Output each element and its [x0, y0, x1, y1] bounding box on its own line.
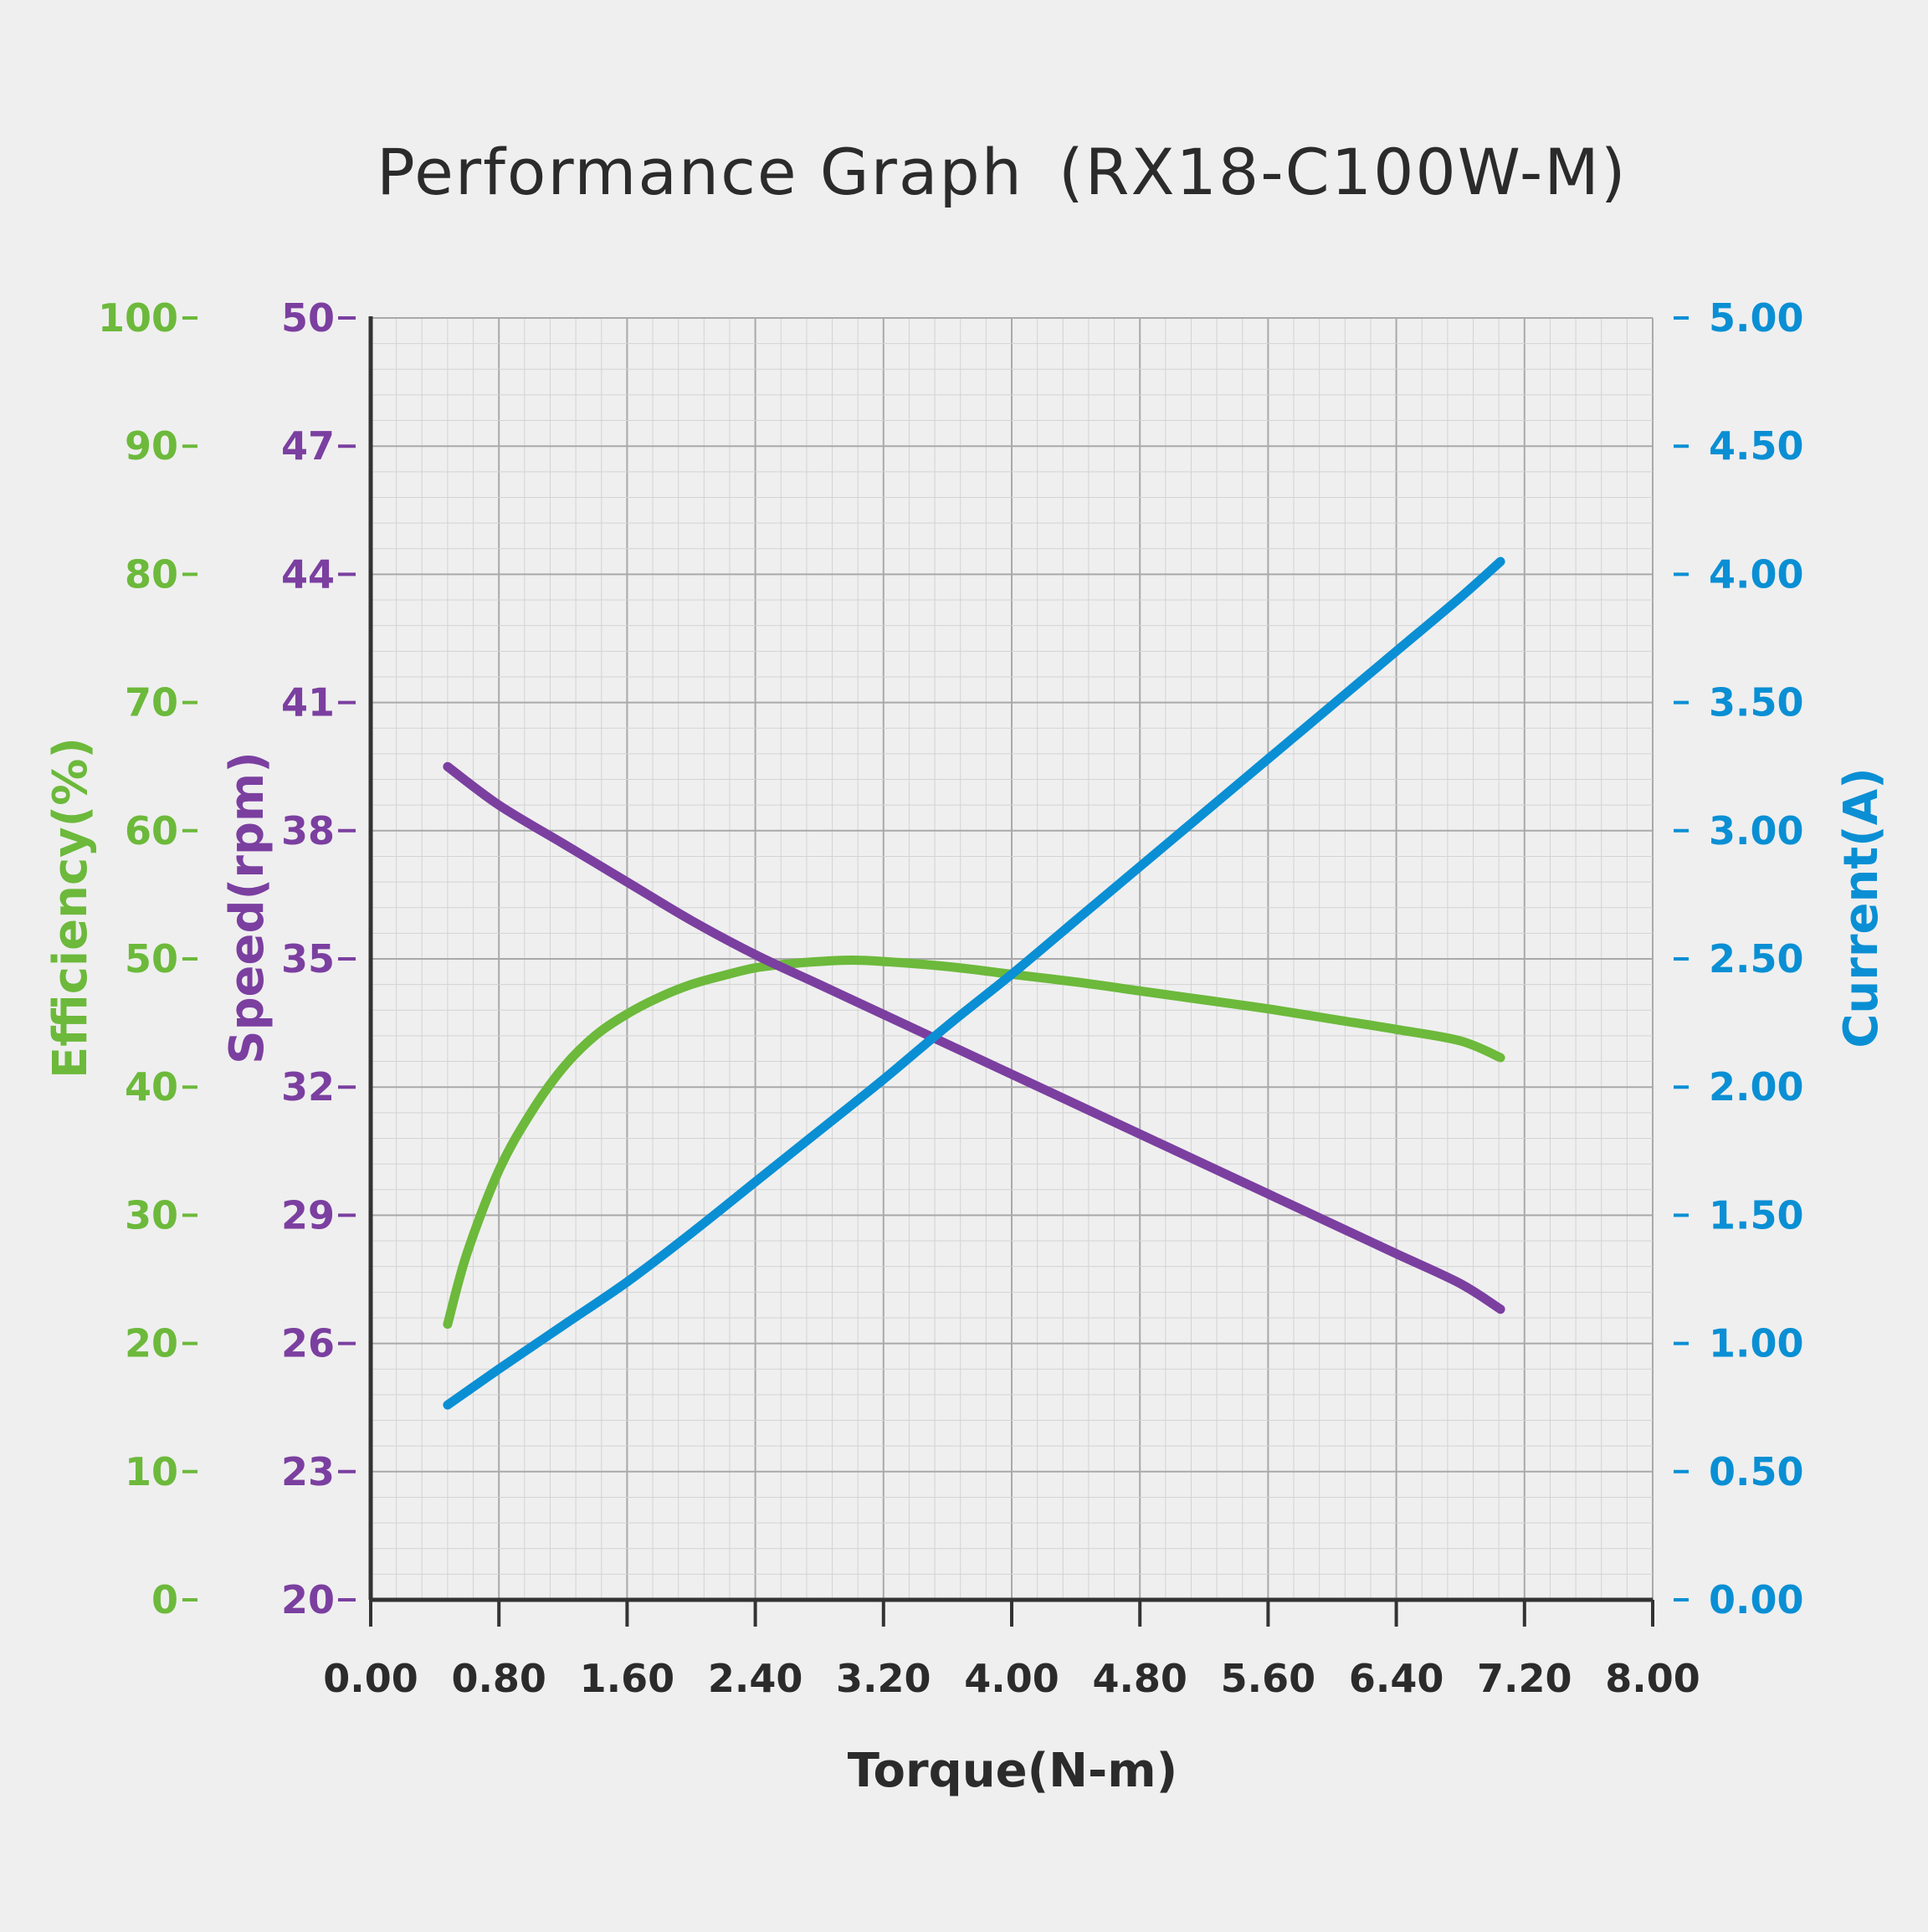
speed-tick-label: 26 [281, 1321, 335, 1366]
current-tick-label: 1.00 [1709, 1321, 1804, 1366]
efficiency-tick-label: 100 [98, 295, 178, 341]
speed-tick-label: 35 [281, 936, 335, 981]
x-tick-label: 6.40 [1349, 1656, 1444, 1701]
speed-tick-label: 20 [281, 1577, 335, 1622]
x-tick-label: 1.60 [580, 1656, 675, 1701]
speed-tick-label: 38 [281, 808, 335, 853]
series [443, 556, 1505, 1410]
chart-title: Performance Graph [377, 135, 1023, 209]
efficiency-tick-label: 30 [125, 1192, 178, 1238]
speed-tick-label: 50 [281, 295, 335, 341]
efficiency-tick-label: 80 [125, 551, 178, 597]
x-tick-label: 5.60 [1221, 1656, 1316, 1701]
current-tick-label: 0.00 [1709, 1577, 1804, 1622]
x-tick-label: 3.20 [836, 1656, 931, 1701]
x-tick-label: 7.20 [1477, 1656, 1572, 1701]
efficiency-tick-label: 70 [125, 680, 178, 725]
current-series-line [443, 556, 1505, 1410]
axes: 0.00 0.80 1.60 2.40 3.20 4.00 4.80 5.60 6.40 7.20… [98, 295, 1804, 1701]
speed-tick-label: 47 [281, 423, 335, 469]
efficiency-series-line [443, 956, 1505, 1330]
current-axis-label: Current(A) [1834, 767, 1889, 1048]
efficiency-tick-label: 10 [125, 1449, 178, 1494]
efficiency-axis-label: Efficiency(%) [44, 737, 98, 1079]
efficiency-tick-label: 0 [151, 1577, 178, 1622]
x-tick-label: 4.80 [1092, 1656, 1187, 1701]
efficiency-tick-label: 60 [125, 808, 178, 853]
current-tick-label: 0.50 [1709, 1449, 1804, 1494]
current-tick-label: 1.50 [1709, 1192, 1804, 1238]
current-tick-label: 3.50 [1709, 680, 1804, 725]
speed-tick-label: 32 [281, 1064, 335, 1109]
speed-tick-label: 44 [281, 551, 335, 597]
speed-tick-label: 41 [281, 680, 335, 725]
speed-tick-label: 23 [281, 1449, 335, 1494]
efficiency-tick-label: 50 [125, 936, 178, 981]
current-tick-label: 2.00 [1709, 1064, 1804, 1109]
current-tick-label: 4.00 [1709, 551, 1804, 597]
x-axis-label: Torque(N-m) [848, 1744, 1177, 1798]
x-tick-label: 8.00 [1605, 1656, 1700, 1701]
speed-axis-label: Speed(rpm) [220, 751, 274, 1064]
current-tick-label: 5.00 [1709, 295, 1804, 341]
chart-model: (RX18-C100W-M) [1059, 135, 1628, 209]
efficiency-tick-label: 40 [125, 1064, 178, 1109]
speed-series-line [443, 761, 1505, 1314]
x-tick-label: 2.40 [708, 1656, 803, 1701]
x-tick-label: 0.80 [451, 1656, 546, 1701]
current-tick-label: 3.00 [1709, 808, 1804, 853]
current-tick-label: 2.50 [1709, 936, 1804, 981]
x-tick-label: 0.00 [323, 1656, 418, 1701]
x-tick-label: 4.00 [964, 1656, 1059, 1701]
efficiency-tick-label: 90 [125, 423, 178, 469]
current-tick-label: 4.50 [1709, 423, 1804, 469]
speed-tick-label: 29 [281, 1192, 335, 1238]
efficiency-tick-label: 20 [125, 1321, 178, 1366]
grid [370, 317, 1654, 1601]
